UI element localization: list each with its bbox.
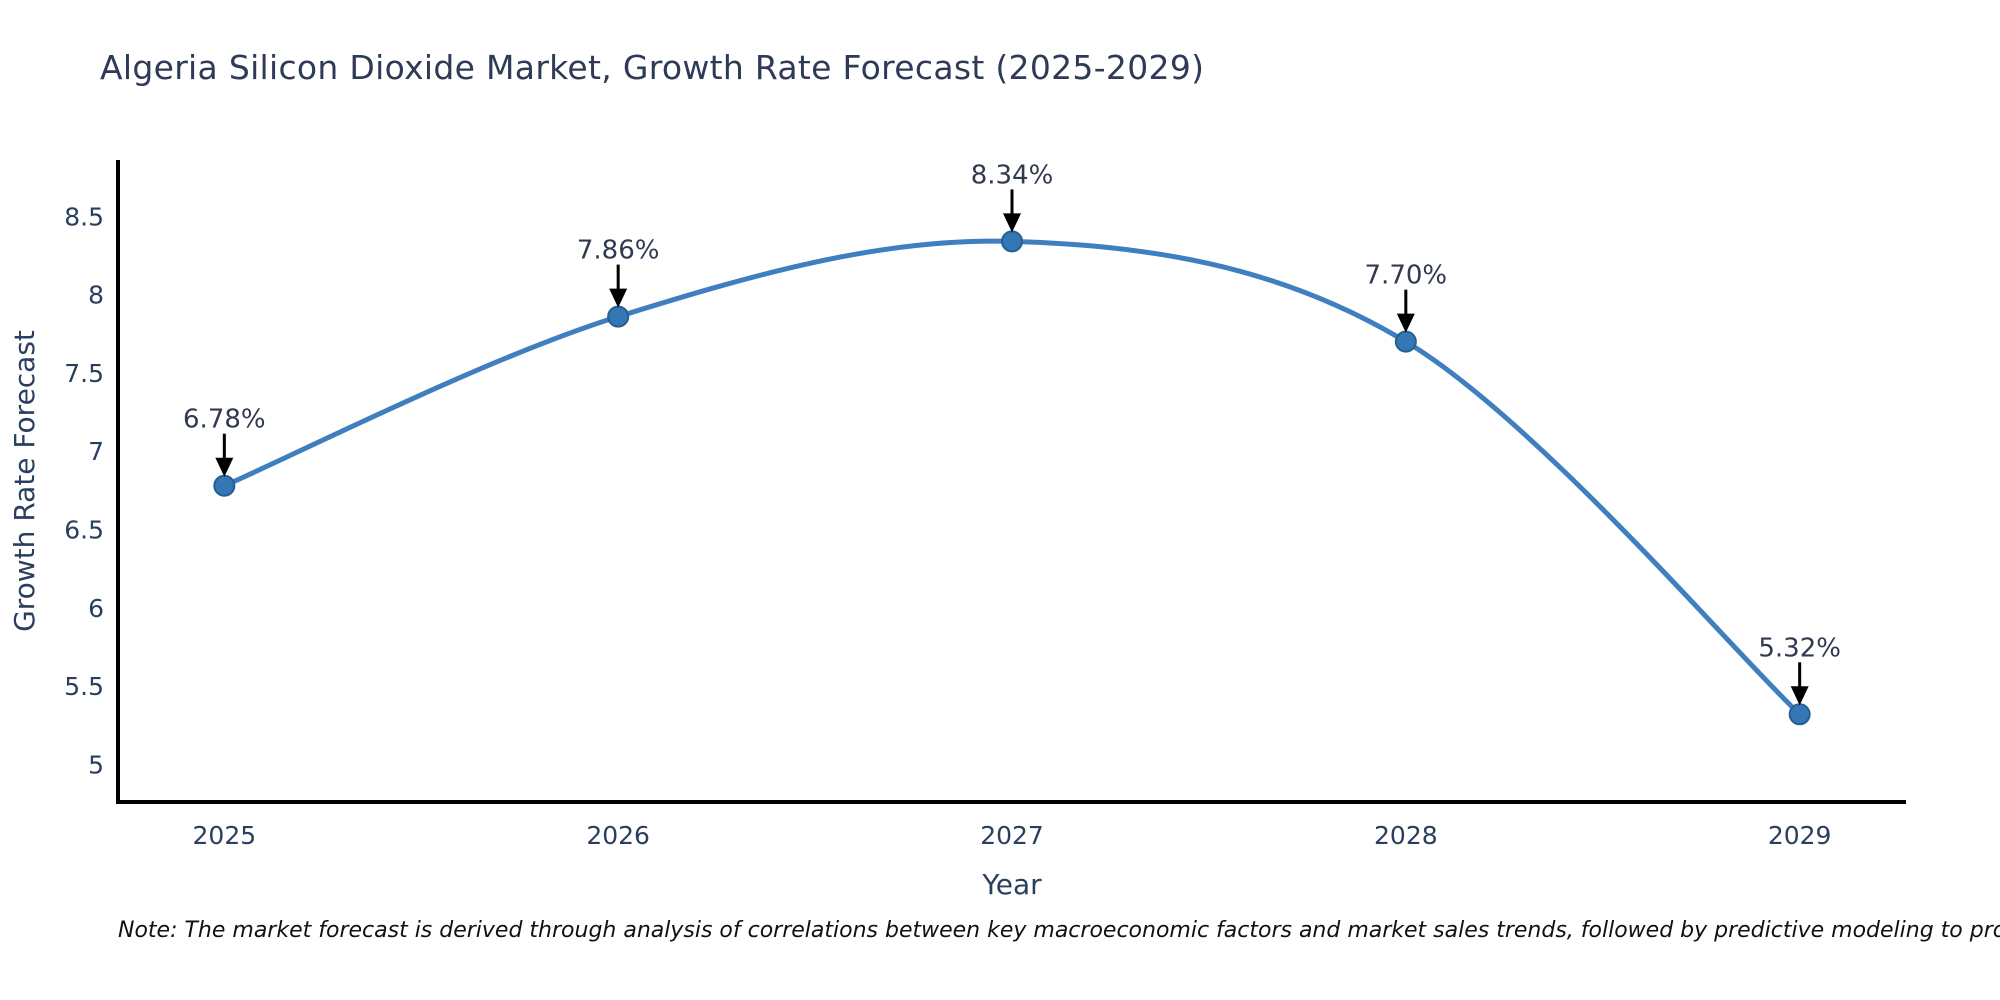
data-point-marker — [607, 305, 630, 328]
y-axis-tick-label: 8.5 — [64, 202, 104, 231]
x-axis-title: Year — [981, 868, 1042, 901]
data-point-marker — [1001, 230, 1023, 253]
y-axis-title: Growth Rate Forecast — [8, 330, 41, 632]
annotation-arrowhead — [1396, 313, 1415, 333]
annotation-arrowhead — [215, 457, 234, 477]
x-axis-tick-label: 2026 — [586, 821, 650, 850]
axis-lines — [116, 160, 1906, 804]
y-axis-tick-label: 6.5 — [64, 516, 104, 545]
y-axis-tick-label: 8 — [88, 281, 104, 310]
y-axis-tick-label: 6 — [88, 594, 104, 623]
data-point-marker — [213, 474, 236, 497]
point-annotation-label: 8.34% — [971, 160, 1054, 190]
data-point-marker — [1788, 703, 1811, 726]
point-annotation-label: 7.70% — [1365, 261, 1448, 291]
y-axis-tick-label: 5.5 — [64, 672, 104, 701]
y-axis-tick-label: 5 — [88, 750, 104, 779]
x-axis-tick-label: 2027 — [980, 821, 1044, 850]
data-point-marker — [1394, 330, 1417, 353]
annotation-arrowhead — [609, 288, 628, 308]
y-axis-tick-label: 7.5 — [64, 359, 104, 388]
footnote: Note: The market forecast is derived thr… — [118, 918, 2000, 943]
annotation-arrowhead — [1003, 213, 1021, 233]
chart-title: Algeria Silicon Dioxide Market, Growth R… — [100, 48, 1205, 87]
point-annotation-label: 6.78% — [183, 405, 266, 435]
x-axis-tick-label: 2029 — [1768, 821, 1832, 850]
y-axis-tick-label: 7 — [88, 437, 104, 466]
x-axis-tick-label: 2025 — [193, 821, 257, 850]
trend-line — [221, 238, 1803, 717]
annotation-arrowhead — [1790, 686, 1809, 706]
point-annotation-label: 5.32% — [1758, 633, 1841, 663]
point-annotation-label: 7.86% — [577, 236, 660, 266]
x-axis-tick-label: 2028 — [1374, 821, 1438, 850]
